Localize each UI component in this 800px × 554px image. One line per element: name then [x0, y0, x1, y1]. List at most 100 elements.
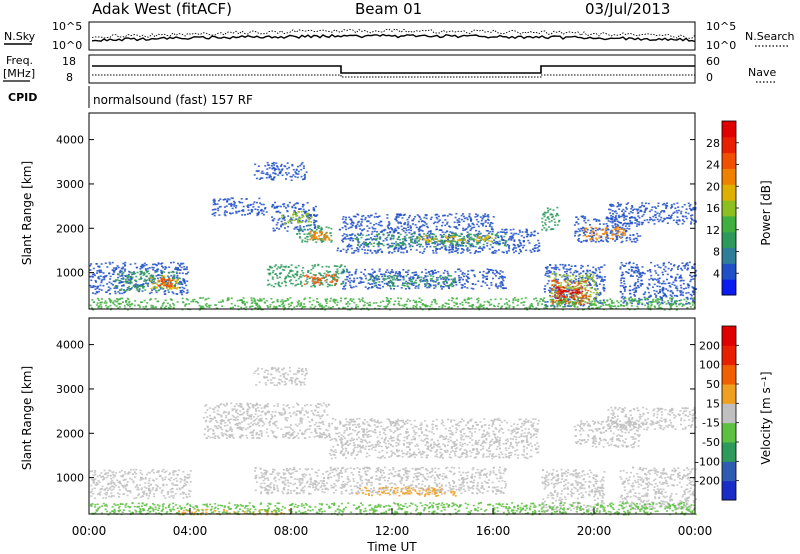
power-colorbar-seg-7: [722, 168, 736, 185]
power-colorbar-seg-8: [722, 152, 736, 169]
velocity-colorbar-seg-1: [722, 461, 736, 482]
velocity-colorbar-tick-7: -200: [695, 475, 720, 488]
date-title: 03/Jul/2013: [585, 0, 670, 18]
power-ytick-3: 4000: [56, 134, 84, 147]
velocity-colorbar-seg-4: [722, 403, 736, 424]
velocity-patch-2: [253, 366, 308, 386]
power-colorbar-tick-0: 4: [713, 267, 720, 280]
nave-tick-top: 60: [706, 55, 720, 68]
velocity-colorbar-seg-0: [722, 480, 736, 501]
velocity-patch-9: [619, 466, 697, 511]
nsky-trace: [91, 28, 696, 43]
power-patch-18: [541, 206, 561, 232]
power-patch-17: [367, 275, 456, 288]
velocity-colorbar-seg-7: [722, 345, 736, 366]
velocity-colorbar-seg-5: [722, 384, 736, 404]
time-axis-label: Time UT: [366, 540, 417, 554]
power-colorbar: 4 8 12 16 20 24 28: [706, 120, 739, 296]
power-ytick-1: 2000: [56, 222, 84, 235]
velocity-patch-1: [202, 402, 331, 440]
velocity-colorbar: 200 100 50 15 -15 -50 -100 -200: [695, 325, 739, 501]
velocity-ytick-2: 3000: [56, 383, 84, 396]
power-ylabel: Slant Range [km]: [20, 161, 34, 265]
velocity-colorbar-tick-6: -100: [695, 455, 720, 468]
velocity-ytick-1: 2000: [56, 427, 84, 440]
time-tick-2: 08:00: [274, 524, 309, 538]
power-panel: 1000 2000 3000 4000 Slant Range [km] 4 8 12 16…: [20, 112, 773, 311]
time-tick-6: 00:00: [678, 524, 713, 538]
velocity-colorbar-tick-5: -50: [702, 436, 720, 449]
velocity-panel: 1000 2000 3000 4000 Slant Range [km] 200 100…: [20, 317, 773, 554]
velocity-data: [89, 366, 697, 516]
velocity-colorbar-tick-4: -15: [702, 417, 720, 430]
power-colorbar-seg-4: [722, 215, 736, 233]
nave-tick-bottom: 0: [706, 71, 713, 84]
velocity-colorbar-label: Velocity [m s⁻¹]: [759, 371, 773, 464]
velocity-ytick-0: 1000: [56, 472, 84, 485]
power-patch-16: [342, 268, 507, 290]
power-ytick-2: 3000: [56, 178, 84, 191]
power-y-axis: 1000 2000 3000 4000: [56, 134, 695, 280]
power-colorbar-seg-9: [722, 136, 736, 154]
velocity-patch-5: [356, 486, 457, 497]
velocity-ytick-3: 4000: [56, 339, 84, 352]
time-tick-3: 12:00: [375, 524, 410, 538]
velocity-colorbar-tick-1: 100: [699, 359, 720, 372]
power-colorbar-tick-2: 12: [706, 224, 720, 237]
power-patch-24: [582, 226, 627, 241]
power-colorbar-seg-1: [722, 263, 736, 280]
power-colorbar-seg-0: [722, 279, 736, 296]
power-colorbar-tick-6: 28: [706, 137, 720, 150]
nave-label: Nave: [748, 66, 776, 79]
power-colorbar-seg-3: [722, 231, 736, 249]
freq-unit: [MHz]: [3, 67, 35, 80]
nsky-line: [91, 33, 696, 43]
velocity-patch-3: [328, 417, 540, 460]
velocity-colorbar-seg-2: [722, 442, 736, 462]
power-patch-3: [157, 278, 174, 288]
freq-trace: [92, 65, 695, 74]
time-tick-4: 16:00: [476, 524, 511, 538]
velocity-patch-10: [607, 406, 697, 431]
power-patch-12: [354, 232, 508, 248]
nsearch-line: [91, 28, 696, 39]
freq-tick-bottom: 8: [66, 71, 73, 84]
power-colorbar-tick-1: 8: [713, 246, 720, 259]
velocity-patch-7: [541, 468, 606, 513]
nsearch-label: N.Search: [745, 30, 795, 43]
nsearch-tick-top: 10^5: [706, 20, 736, 33]
velocity-ylabel: Slant Range [km]: [20, 366, 34, 470]
velocity-colorbar-seg-3: [722, 422, 736, 443]
power-colorbar-seg-10: [722, 121, 736, 138]
power-patch-15: [253, 161, 308, 181]
site-title: Adak West (fitACF): [92, 0, 232, 18]
velocity-patch-4: [254, 466, 507, 495]
freq-panel: Freq. [MHz] 18 8 Nave 60 0: [3, 54, 776, 84]
power-patch-22: [556, 286, 584, 302]
power-colorbar-seg-5: [722, 200, 736, 217]
power-patch-11: [336, 228, 541, 255]
power-colorbar-seg-6: [722, 184, 736, 201]
velocity-patch-0: [89, 468, 192, 500]
freq-tick-top: 18: [62, 55, 76, 68]
velocity-colorbar-seg-6: [722, 364, 736, 385]
nsky-label: N.Sky: [4, 30, 36, 43]
velocity-colorbar-tick-0: 200: [699, 339, 720, 352]
power-colorbar-tick-5: 24: [706, 159, 720, 172]
velocity-patch-8: [573, 420, 641, 449]
power-patch-10: [303, 273, 339, 286]
power-colorbar-label: Power [dB]: [759, 180, 773, 245]
nsearch-tick-bottom: 10^0: [706, 39, 736, 52]
time-tick-5: 20:00: [577, 524, 612, 538]
velocity-colorbar-tick-2: 50: [706, 378, 720, 391]
freq-label: Freq.: [6, 54, 33, 67]
power-colorbar-tick-3: 16: [706, 202, 720, 215]
nsky-tick-bottom: 10^0: [52, 39, 82, 52]
power-patch-13: [418, 235, 493, 244]
nave-trace: [92, 74, 695, 78]
cpid-text: normalsound (fast) 157 RF: [93, 93, 253, 107]
velocity-colorbar-tick-3: 15: [706, 397, 720, 410]
cpid-label: CPID: [8, 91, 37, 104]
power-patch-8: [309, 230, 331, 241]
